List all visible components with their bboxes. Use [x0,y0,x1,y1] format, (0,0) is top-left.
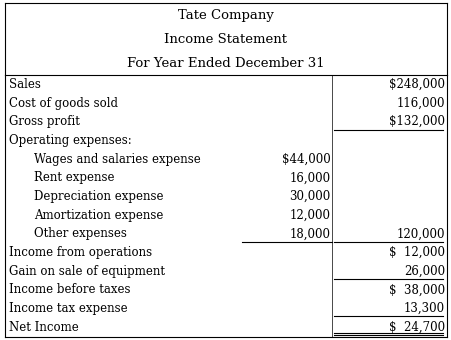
Text: $44,000: $44,000 [281,153,330,166]
Text: 13,300: 13,300 [403,302,444,315]
Text: Other expenses: Other expenses [34,227,126,240]
Text: Income Statement: Income Statement [164,33,287,46]
Text: Income tax expense: Income tax expense [9,302,127,315]
Text: 120,000: 120,000 [396,227,444,240]
Text: Sales: Sales [9,78,41,91]
Text: $132,000: $132,000 [388,115,444,128]
Text: Income from operations: Income from operations [9,246,152,259]
Text: Amortization expense: Amortization expense [34,209,163,222]
Text: Tate Company: Tate Company [178,9,273,22]
Text: Wages and salaries expense: Wages and salaries expense [34,153,200,166]
Text: Gain on sale of equipment: Gain on sale of equipment [9,265,165,278]
Text: 30,000: 30,000 [289,190,330,203]
Text: Rent expense: Rent expense [34,171,114,184]
Text: 16,000: 16,000 [289,171,330,184]
Text: $  38,000: $ 38,000 [388,284,444,296]
Text: $  24,700: $ 24,700 [388,321,444,334]
Text: $248,000: $248,000 [388,78,444,91]
Text: Net Income: Net Income [9,321,78,334]
Text: Operating expenses:: Operating expenses: [9,134,132,147]
Text: 12,000: 12,000 [289,209,330,222]
Text: For Year Ended December 31: For Year Ended December 31 [127,56,324,70]
Text: Cost of goods sold: Cost of goods sold [9,97,118,109]
Text: 18,000: 18,000 [289,227,330,240]
Text: Gross profit: Gross profit [9,115,80,128]
Text: Income before taxes: Income before taxes [9,284,130,296]
Text: $  12,000: $ 12,000 [388,246,444,259]
Text: 116,000: 116,000 [396,97,444,109]
Text: 26,000: 26,000 [403,265,444,278]
Text: Depreciation expense: Depreciation expense [34,190,163,203]
